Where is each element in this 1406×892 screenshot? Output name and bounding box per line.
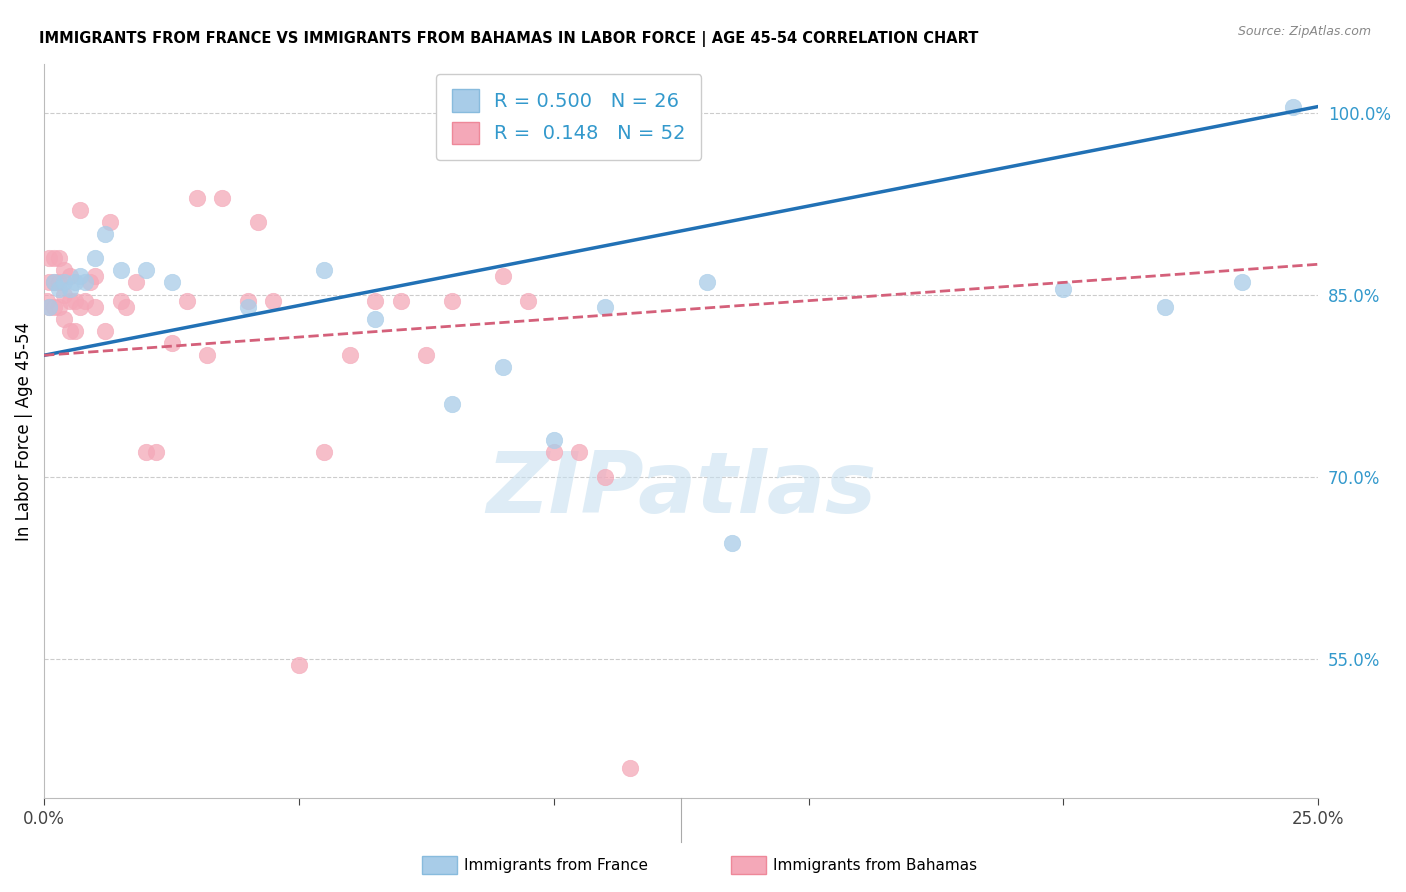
Text: IMMIGRANTS FROM FRANCE VS IMMIGRANTS FROM BAHAMAS IN LABOR FORCE | AGE 45-54 COR: IMMIGRANTS FROM FRANCE VS IMMIGRANTS FRO… — [39, 31, 979, 47]
Point — [84, 251, 107, 265]
Point — [79, 276, 101, 290]
Point — [53, 276, 76, 290]
Point — [35, 293, 58, 308]
Y-axis label: In Labor Force | Age 45-54: In Labor Force | Age 45-54 — [15, 322, 32, 541]
Point — [619, 761, 641, 775]
Point — [110, 263, 132, 277]
Point — [247, 215, 270, 229]
Point — [94, 227, 117, 241]
Point — [262, 293, 284, 308]
Point — [593, 469, 616, 483]
Point — [593, 300, 616, 314]
Point — [314, 263, 336, 277]
Point — [568, 445, 591, 459]
Point — [48, 251, 70, 265]
Point — [236, 293, 259, 308]
Point — [63, 276, 86, 290]
Point — [160, 336, 183, 351]
Point — [73, 293, 96, 308]
Point — [543, 433, 565, 447]
Point — [84, 269, 107, 284]
Point — [364, 293, 387, 308]
Point — [58, 269, 80, 284]
Point — [440, 397, 463, 411]
Point — [543, 445, 565, 459]
Point — [69, 269, 91, 284]
Point — [288, 657, 311, 672]
Point — [110, 293, 132, 308]
Point — [38, 300, 60, 314]
Point — [38, 276, 60, 290]
Point — [44, 276, 66, 290]
Point — [63, 293, 86, 308]
Point — [98, 215, 121, 229]
Text: Immigrants from France: Immigrants from France — [464, 858, 648, 872]
Point — [1230, 276, 1253, 290]
Point — [69, 300, 91, 314]
Point — [53, 263, 76, 277]
Point — [63, 324, 86, 338]
Point — [58, 324, 80, 338]
Point — [38, 300, 60, 314]
Point — [389, 293, 412, 308]
Point — [114, 300, 136, 314]
Point — [48, 276, 70, 290]
Point — [58, 281, 80, 295]
Point — [53, 287, 76, 301]
Point — [73, 276, 96, 290]
Point — [415, 348, 437, 362]
Point — [125, 276, 148, 290]
Point — [492, 360, 515, 375]
Point — [145, 445, 167, 459]
Point — [195, 348, 218, 362]
Point — [44, 276, 66, 290]
Point — [94, 324, 117, 338]
Point — [314, 445, 336, 459]
Point — [696, 276, 718, 290]
Point — [84, 300, 107, 314]
Point — [517, 293, 540, 308]
Point — [135, 445, 157, 459]
Point — [721, 536, 744, 550]
Point — [48, 281, 70, 295]
Point — [211, 190, 233, 204]
Text: ZIPatlas: ZIPatlas — [486, 449, 876, 532]
Point — [58, 293, 80, 308]
Point — [440, 293, 463, 308]
Point — [44, 300, 66, 314]
Point — [53, 311, 76, 326]
Point — [69, 202, 91, 217]
Point — [48, 300, 70, 314]
Point — [135, 263, 157, 277]
Point — [1154, 300, 1177, 314]
Point — [236, 300, 259, 314]
Point — [339, 348, 361, 362]
Point — [44, 251, 66, 265]
Point — [364, 311, 387, 326]
Legend: R = 0.500   N = 26, R =  0.148   N = 52: R = 0.500 N = 26, R = 0.148 N = 52 — [436, 74, 702, 160]
Point — [160, 276, 183, 290]
Point — [186, 190, 208, 204]
Text: Immigrants from Bahamas: Immigrants from Bahamas — [773, 858, 977, 872]
Text: Source: ZipAtlas.com: Source: ZipAtlas.com — [1237, 25, 1371, 38]
Point — [1281, 99, 1303, 113]
Point — [1052, 281, 1074, 295]
Point — [38, 251, 60, 265]
Point — [176, 293, 198, 308]
Point — [492, 269, 515, 284]
